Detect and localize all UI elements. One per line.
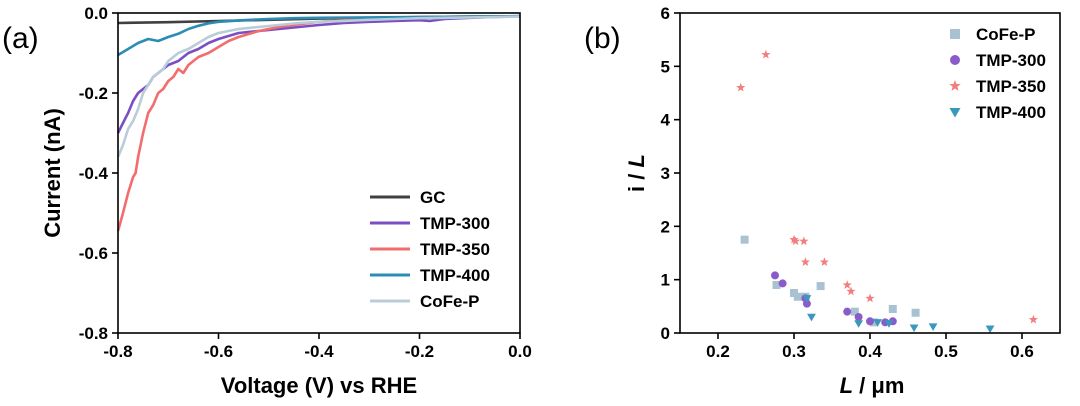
panel-b-y-axis-title-italic: L xyxy=(624,154,649,167)
panel-a-series-group xyxy=(116,14,521,232)
panel-a-label: (a) xyxy=(2,22,39,55)
series-line-tmp-300 xyxy=(116,14,521,134)
panel-a-legend: GC TMP-300 TMP-350 TMP-400 CoFe-P xyxy=(370,188,490,311)
data-point-tmp-350 xyxy=(799,236,809,246)
panel-b-y-axis: 0 1 2 3 4 5 6 xyxy=(661,4,680,343)
data-point-cofe-p xyxy=(850,307,859,316)
panel-a-y-axis-title: Current (nA) xyxy=(40,108,65,238)
data-point-tmp-350 xyxy=(842,280,852,289)
data-point-tmp-300 xyxy=(778,279,787,288)
x-tick-label: 0.2 xyxy=(706,342,730,361)
data-point-cofe-p xyxy=(772,281,781,289)
panel-a-y-axis: 0.0 -0.2 -0.4 -0.6 -0.8 xyxy=(79,4,118,343)
data-point-tmp-300 xyxy=(771,271,779,280)
y-tick-label: -0.2 xyxy=(79,84,108,103)
y-tick-label: -0.6 xyxy=(79,244,108,263)
data-point-tmp-350 xyxy=(865,293,875,303)
data-point-tmp-400 xyxy=(802,295,812,303)
x-tick-label: 0.6 xyxy=(1010,342,1034,361)
panel-b-legend: CoFe-P TMP-300 TMP-350 TMP-400 xyxy=(949,25,1046,122)
x-tick-label: 0.0 xyxy=(508,342,532,361)
y-tick-label: 2 xyxy=(661,217,670,236)
panel-b-x-axis: 0.2 0.3 0.4 0.5 0.6 xyxy=(706,333,1034,361)
data-point-cofe-p xyxy=(888,305,897,313)
panel-b-x-axis-title-rest: / μm xyxy=(853,373,904,398)
data-point-tmp-350 xyxy=(819,257,829,266)
series-line-tmp-350 xyxy=(116,14,521,232)
y-tick-label: 4 xyxy=(661,111,671,130)
panel-b-y-axis-title-plain: i / xyxy=(624,168,649,192)
data-point-tmp-400 xyxy=(807,313,816,322)
data-point-tmp-300 xyxy=(854,313,863,321)
x-tick-label: -0.2 xyxy=(405,342,434,361)
y-tick-label: 3 xyxy=(661,164,670,183)
data-point-tmp-400 xyxy=(985,325,995,334)
data-point-cofe-p xyxy=(740,235,749,244)
legend-label-tmp-400: TMP-400 xyxy=(976,103,1046,122)
panel-a-line-chart: (a) -0.8 -0.6 -0.4 -0.2 0.0 0.0-0.2-0.4-0.6-… xyxy=(2,4,532,398)
data-point-tmp-400 xyxy=(884,320,894,328)
legend-label-tmp-350: TMP-350 xyxy=(976,77,1046,96)
panel-b-scatter-chart: (b) 0.2 0.3 0.4 0.5 0.6 0 1 2 3 4 5 6 L / μm i / L… xyxy=(584,4,1061,398)
data-point-cofe-p xyxy=(816,282,825,291)
data-point-cofe-p xyxy=(911,308,920,317)
data-point-tmp-350 xyxy=(1028,314,1038,324)
legend-label-gc: GC xyxy=(420,188,446,207)
legend-label-tmp-300: TMP-300 xyxy=(976,51,1046,70)
y-tick-label: 0.0 xyxy=(84,4,108,23)
panel-b-x-axis-title-italic: L xyxy=(840,373,853,398)
x-tick-label: -0.4 xyxy=(304,342,334,361)
data-point-tmp-350 xyxy=(790,236,801,246)
data-point-tmp-400 xyxy=(928,323,938,331)
legend-label-cofe-p: CoFe-P xyxy=(976,25,1036,44)
legend-marker-tmp-350 xyxy=(949,80,961,91)
x-tick-label: 0.5 xyxy=(934,342,958,361)
data-point-tmp-350 xyxy=(736,82,746,92)
panel-b-y-axis-title: i / L xyxy=(624,154,649,192)
y-tick-label: -0.4 xyxy=(79,164,109,183)
data-point-tmp-350 xyxy=(761,49,771,59)
data-point-tmp-400 xyxy=(873,319,882,327)
x-tick-label: -0.8 xyxy=(103,342,132,361)
panel-b-series-group xyxy=(736,49,1038,334)
legend-marker-tmp-400 xyxy=(949,108,961,118)
series-line-cofe-p xyxy=(116,15,521,158)
y-tick-label: -0.8 xyxy=(79,324,108,343)
data-point-tmp-300 xyxy=(802,299,811,308)
series-line-tmp-400 xyxy=(117,14,521,57)
x-tick-label: -0.6 xyxy=(204,342,233,361)
data-point-tmp-400 xyxy=(854,320,863,328)
panel-a-x-axis-title: Voltage (V) vs RHE xyxy=(221,373,417,398)
panel-b-label: (b) xyxy=(584,22,621,55)
legend-label-tmp-300: TMP-300 xyxy=(420,214,490,233)
data-point-tmp-300 xyxy=(843,307,852,316)
y-tick-label: 6 xyxy=(661,4,670,23)
x-tick-label: 0.3 xyxy=(782,342,806,361)
y-tick-label: 0 xyxy=(661,324,670,343)
data-point-tmp-350 xyxy=(800,257,810,266)
data-point-tmp-350 xyxy=(789,234,799,244)
data-point-cofe-p xyxy=(793,292,802,301)
x-tick-label: 0.4 xyxy=(858,342,882,361)
panel-b-x-axis-title: L / μm xyxy=(840,373,905,398)
data-point-tmp-400 xyxy=(909,324,919,333)
legend-label-tmp-350: TMP-350 xyxy=(420,240,490,259)
legend-marker-tmp-300 xyxy=(950,55,960,65)
y-tick-label: 5 xyxy=(661,57,670,76)
data-point-tmp-300 xyxy=(866,317,874,326)
legend-label-cofe-p: CoFe-P xyxy=(420,292,480,311)
y-tick-label: 1 xyxy=(661,271,670,290)
panel-a-x-axis: -0.8 -0.6 -0.4 -0.2 0.0 xyxy=(103,333,532,361)
legend-marker-cofe-p xyxy=(950,29,960,39)
legend-label-tmp-400: TMP-400 xyxy=(420,266,490,285)
data-point-tmp-350 xyxy=(846,286,856,296)
